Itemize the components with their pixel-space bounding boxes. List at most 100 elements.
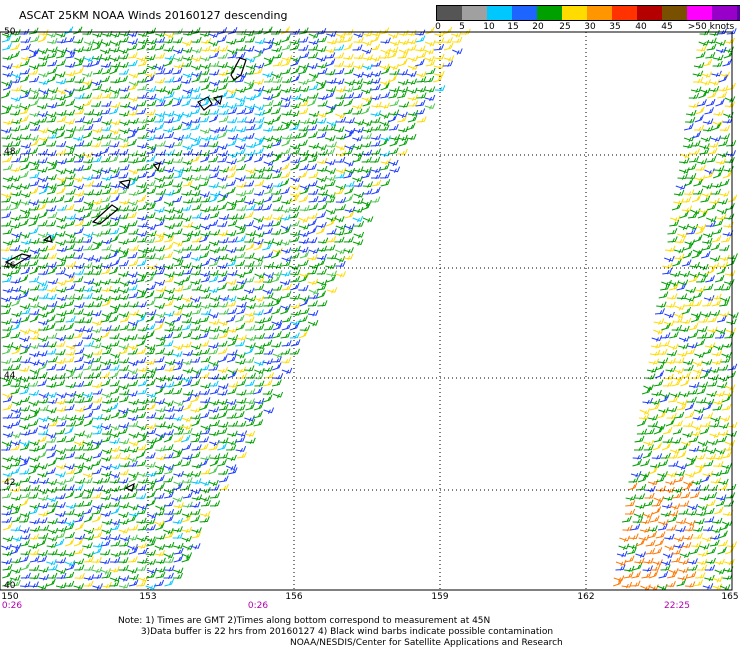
wind-barb bbox=[235, 148, 246, 155]
wind-barb bbox=[227, 349, 238, 356]
wind-barb bbox=[693, 407, 705, 414]
wind-barb bbox=[20, 133, 32, 141]
wind-barb bbox=[695, 51, 706, 59]
wind-barb bbox=[19, 382, 30, 390]
wind-barb bbox=[182, 29, 194, 37]
wind-barb bbox=[20, 142, 32, 149]
wind-barb bbox=[398, 29, 409, 37]
wind-barb bbox=[36, 116, 48, 124]
wind-barb bbox=[172, 294, 183, 301]
wind-barb bbox=[28, 93, 39, 100]
wind-barb bbox=[684, 178, 694, 187]
wind-barb bbox=[244, 68, 256, 76]
wind-barb bbox=[92, 388, 103, 395]
wind-barb bbox=[708, 141, 719, 149]
wind-barb bbox=[73, 237, 84, 244]
wind-barb bbox=[19, 232, 31, 239]
wind-barb bbox=[181, 215, 192, 222]
wind-barb bbox=[235, 51, 246, 59]
wind-barb bbox=[361, 133, 372, 140]
wind-barb bbox=[696, 276, 707, 283]
wind-barb bbox=[254, 284, 265, 291]
wind-barb bbox=[209, 171, 220, 179]
wind-barb bbox=[667, 228, 678, 235]
wind-barb bbox=[281, 340, 292, 347]
wind-barb bbox=[182, 331, 193, 339]
wind-barb bbox=[109, 380, 120, 387]
wind-barb bbox=[245, 56, 256, 63]
wind-barb bbox=[226, 259, 237, 267]
wind-barb bbox=[73, 340, 84, 347]
wind-barb bbox=[649, 349, 661, 357]
wind-barb bbox=[262, 203, 272, 211]
wind-barb bbox=[668, 452, 679, 460]
wind-barb bbox=[616, 550, 628, 558]
wind-barb bbox=[235, 86, 247, 94]
wind-barb bbox=[704, 331, 715, 339]
wind-barb bbox=[190, 55, 202, 63]
wind-barb bbox=[190, 379, 201, 387]
wind-barb bbox=[706, 499, 716, 507]
wind-barb bbox=[262, 106, 273, 115]
wind-barb bbox=[706, 37, 717, 44]
wind-barb bbox=[126, 514, 137, 523]
wind-barb bbox=[335, 167, 347, 174]
wind-barb bbox=[658, 571, 669, 579]
wind-barb bbox=[262, 94, 274, 101]
wind-barb bbox=[370, 134, 382, 141]
wind-barb bbox=[164, 91, 175, 99]
wind-barb bbox=[55, 582, 67, 589]
wind-barb bbox=[263, 220, 274, 227]
wind-barb bbox=[299, 163, 309, 171]
wind-barb bbox=[668, 460, 679, 468]
wind-barb bbox=[306, 151, 318, 158]
wind-barb bbox=[46, 286, 57, 293]
wind-barb bbox=[262, 277, 274, 284]
wind-barb bbox=[2, 118, 14, 126]
wind-barb bbox=[641, 571, 652, 579]
wind-barb bbox=[56, 179, 67, 187]
wind-barb bbox=[217, 398, 228, 406]
wind-barb bbox=[155, 334, 167, 342]
wind-barb bbox=[181, 323, 192, 331]
wind-barb bbox=[200, 244, 211, 251]
wind-barb bbox=[683, 421, 694, 428]
wind-barb bbox=[64, 61, 76, 69]
wind-barb bbox=[615, 564, 626, 571]
wind-barb bbox=[703, 295, 715, 302]
wind-barb bbox=[173, 247, 184, 254]
wind-barb bbox=[326, 270, 337, 277]
wind-barb bbox=[92, 572, 103, 580]
wind-barb bbox=[254, 317, 266, 324]
wind-barb bbox=[245, 295, 257, 302]
wind-barb bbox=[272, 284, 283, 292]
wind-barb bbox=[10, 285, 22, 293]
wind-barb bbox=[181, 111, 193, 118]
wind-barb bbox=[46, 348, 57, 355]
wind-barb bbox=[675, 518, 687, 525]
wind-barb bbox=[172, 83, 182, 91]
wind-barb bbox=[163, 476, 174, 483]
wind-barb bbox=[298, 139, 308, 147]
wind-barb bbox=[37, 34, 48, 43]
wind-barb bbox=[664, 311, 675, 319]
wind-barb bbox=[128, 546, 139, 555]
wind-barb bbox=[56, 245, 68, 253]
wind-barb bbox=[190, 451, 201, 459]
wind-barb bbox=[136, 42, 147, 51]
wind-barb bbox=[697, 99, 707, 107]
colorbar-label-40: 40 bbox=[635, 22, 647, 32]
wind-barb bbox=[199, 364, 210, 371]
wind-barb bbox=[155, 347, 166, 355]
wind-barb bbox=[271, 84, 282, 91]
wind-barb bbox=[47, 266, 57, 275]
wind-barb bbox=[128, 244, 139, 252]
wind-barb bbox=[644, 428, 655, 435]
wind-barb bbox=[137, 477, 149, 484]
wind-barb bbox=[91, 150, 102, 158]
wind-barb bbox=[100, 423, 112, 431]
wind-barb bbox=[235, 100, 246, 107]
wind-barb bbox=[127, 30, 138, 38]
wind-barb bbox=[100, 494, 112, 501]
wind-barb bbox=[218, 421, 229, 429]
